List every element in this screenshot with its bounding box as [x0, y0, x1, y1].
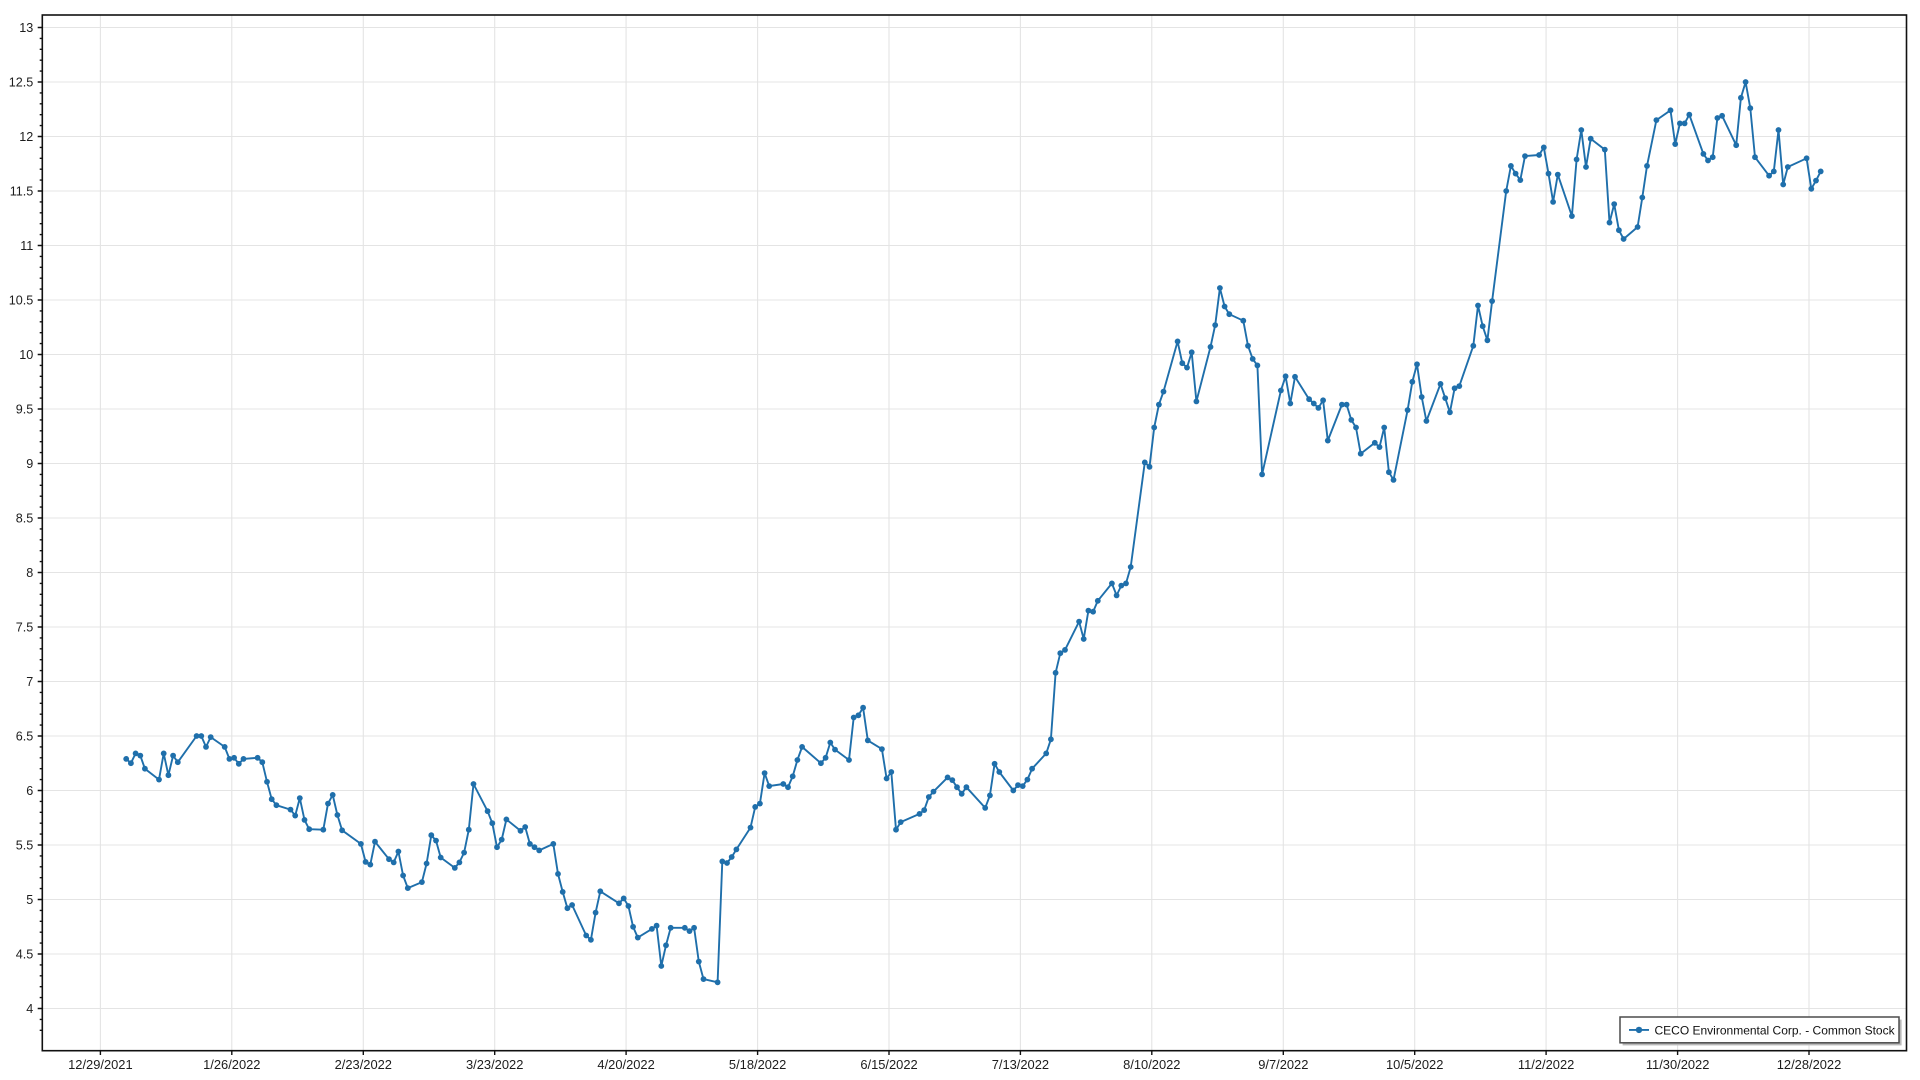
svg-text:7.5: 7.5 — [16, 620, 34, 634]
svg-text:2/23/2022: 2/23/2022 — [335, 1057, 392, 1072]
svg-text:4: 4 — [26, 1002, 33, 1016]
svg-text:9: 9 — [26, 457, 33, 471]
svg-text:5: 5 — [26, 893, 33, 907]
svg-text:5.5: 5.5 — [16, 838, 34, 852]
svg-text:10/5/2022: 10/5/2022 — [1386, 1057, 1443, 1072]
svg-text:6/15/2022: 6/15/2022 — [860, 1057, 917, 1072]
svg-text:11/30/2022: 11/30/2022 — [1646, 1057, 1710, 1072]
svg-text:CECO Environmental Corp. - Com: CECO Environmental Corp. - Common Stock — [1655, 1023, 1896, 1037]
svg-text:1/26/2022: 1/26/2022 — [203, 1057, 260, 1072]
svg-text:5/18/2022: 5/18/2022 — [729, 1057, 786, 1072]
svg-text:13: 13 — [19, 21, 33, 35]
svg-text:6: 6 — [26, 784, 33, 798]
svg-text:12: 12 — [19, 130, 33, 144]
svg-text:3/23/2022: 3/23/2022 — [466, 1057, 523, 1072]
svg-text:9/7/2022: 9/7/2022 — [1258, 1057, 1308, 1072]
svg-text:6.5: 6.5 — [16, 729, 34, 743]
svg-text:8.5: 8.5 — [16, 511, 34, 525]
svg-text:7/13/2022: 7/13/2022 — [992, 1057, 1049, 1072]
svg-text:10.5: 10.5 — [9, 293, 34, 307]
svg-text:4.5: 4.5 — [16, 947, 34, 961]
svg-text:7: 7 — [26, 675, 33, 689]
svg-text:4/20/2022: 4/20/2022 — [597, 1057, 654, 1072]
svg-text:11/2/2022: 11/2/2022 — [1518, 1057, 1574, 1072]
svg-text:10: 10 — [19, 348, 33, 362]
svg-text:12/29/2021: 12/29/2021 — [68, 1057, 133, 1072]
svg-text:11.5: 11.5 — [10, 184, 34, 198]
svg-text:12.5: 12.5 — [9, 75, 34, 89]
svg-text:9.5: 9.5 — [16, 402, 34, 416]
svg-text:8/10/2022: 8/10/2022 — [1123, 1057, 1180, 1072]
svg-text:11: 11 — [20, 239, 33, 253]
svg-text:12/28/2022: 12/28/2022 — [1777, 1057, 1842, 1072]
svg-text:8: 8 — [26, 566, 33, 580]
